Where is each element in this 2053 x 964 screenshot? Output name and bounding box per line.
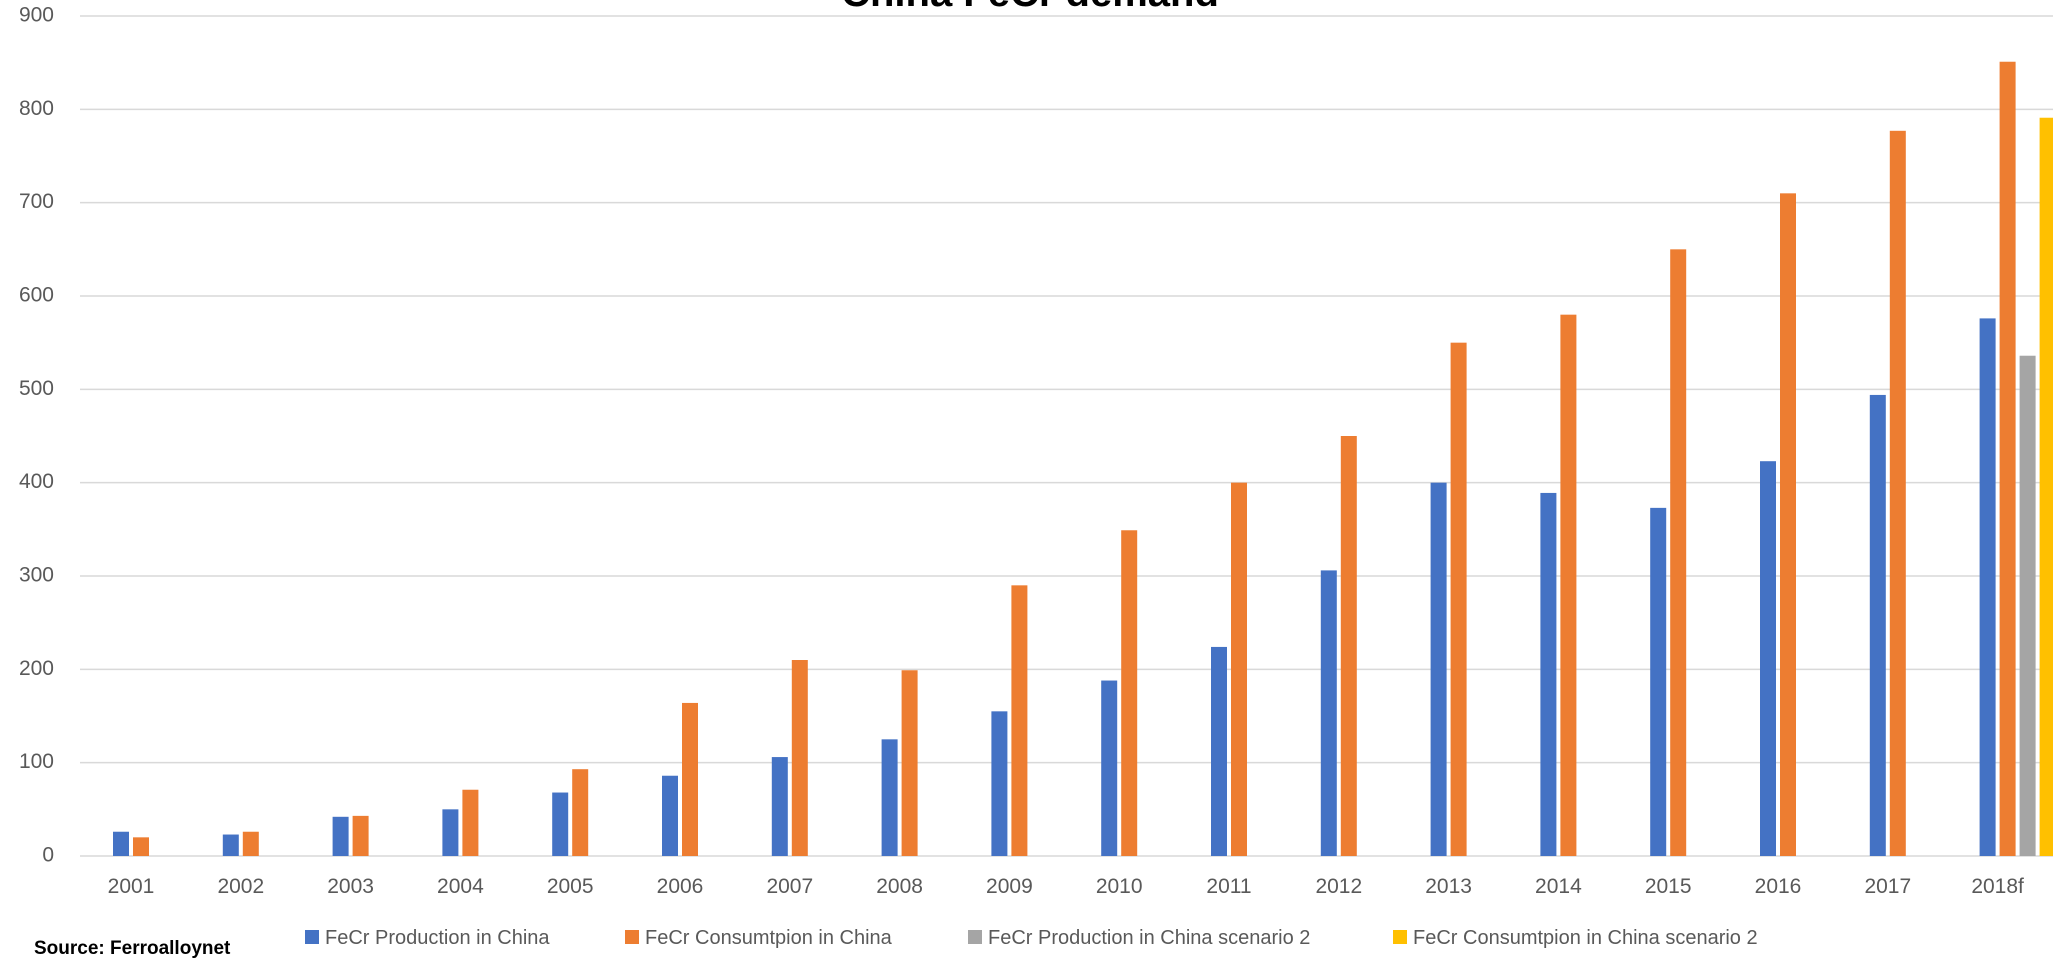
x-tick-label: 2016: [1755, 875, 1802, 898]
bar-2017-series-1: [1869, 394, 1886, 856]
bar-2012-series-2: [1340, 436, 1357, 856]
bar-2003-series-1: [332, 816, 349, 856]
bar-2009-series-2: [1011, 585, 1028, 856]
y-tick-label: 500: [19, 377, 54, 400]
bar-2013-series-1: [1430, 482, 1447, 856]
bar-2018f-series-3: [2019, 355, 2036, 856]
bar-2008-series-2: [901, 670, 918, 856]
bar-2011-series-1: [1211, 646, 1227, 856]
x-tick-label: 2001: [108, 875, 155, 898]
y-tick-label: 800: [19, 97, 54, 120]
x-tick-label: 2004: [437, 875, 484, 898]
x-tick-label: 2012: [1315, 875, 1362, 898]
bar-2007-series-2: [791, 660, 808, 856]
x-tick-label: 2015: [1645, 875, 1692, 898]
bar-2007-series-1: [771, 757, 788, 856]
bar-2006-series-1: [662, 775, 678, 856]
bar-2005-series-1: [552, 792, 569, 856]
y-tick-label: 100: [19, 750, 54, 773]
bar-2003-series-2: [352, 815, 369, 856]
bar-2002-series-2: [242, 831, 259, 856]
legend-swatch-3: [968, 930, 982, 944]
x-tick-label: 2013: [1425, 875, 1472, 898]
y-tick-label: 400: [19, 470, 54, 493]
gridlines: [80, 15, 2053, 857]
legend-swatch-1: [305, 930, 319, 944]
bar-2008-series-1: [881, 739, 898, 856]
y-tick-label: 600: [19, 284, 54, 307]
y-tick-label: 0: [42, 844, 54, 867]
y-tick-label: 700: [19, 190, 54, 213]
x-tick-label: 2018f: [1971, 875, 2024, 898]
x-tick-label: 2009: [986, 875, 1033, 898]
x-axis-ticks: 2001 2002 2003 2004 2005 2006 2007 2008 2009 2010…: [108, 875, 2024, 898]
x-tick-label: 2006: [657, 875, 704, 898]
bars: [113, 61, 2053, 857]
bar-2016-series-1: [1760, 461, 1776, 856]
legend-swatch-2: [625, 930, 639, 944]
bar-2018f-series-4: [2039, 117, 2053, 856]
bar-2016-series-2: [1780, 193, 1796, 857]
bar-2001-series-2: [133, 837, 149, 856]
legend-label-3: FeCr Production in China scenario 2: [988, 927, 1310, 949]
bar-2002-series-1: [222, 834, 239, 856]
legend-label-2: FeCr Consumtpion in China: [645, 927, 893, 949]
y-tick-label: 900: [19, 4, 54, 27]
x-tick-label: 2005: [547, 875, 594, 898]
bar-2005-series-2: [572, 769, 589, 856]
bar-2004-series-1: [442, 809, 459, 856]
legend-label-1: FeCr Production in China: [325, 927, 550, 949]
bar-2015-series-2: [1670, 249, 1687, 857]
x-tick-label: 2008: [876, 875, 923, 898]
bar-2010-series-1: [1101, 680, 1118, 856]
bar-2014-series-1: [1540, 492, 1557, 856]
y-axis-ticks: 0 100 200 300 400 500 600 700 800 900: [19, 4, 54, 867]
x-tick-label: 2003: [327, 875, 374, 898]
x-tick-label: 2011: [1206, 875, 1251, 898]
legend-label-4: FeCr Consumtpion in China scenario 2: [1413, 927, 1758, 949]
bar-2001-series-1: [113, 831, 129, 856]
y-tick-label: 200: [19, 657, 54, 680]
bar-2018f-series-1: [1979, 318, 1996, 856]
x-tick-label: 2007: [766, 875, 813, 898]
bar-2012-series-1: [1320, 570, 1337, 856]
bar-2015-series-1: [1650, 507, 1667, 856]
source-note: Source: Ferroalloynet: [34, 938, 231, 959]
y-tick-label: 300: [19, 564, 54, 587]
legend: FeCr Production in China FeCr Consumtpion…: [305, 927, 1758, 949]
bar-2013-series-2: [1450, 342, 1467, 857]
bar-2014-series-2: [1560, 314, 1577, 857]
x-tick-label: 2002: [217, 875, 264, 898]
bar-2010-series-2: [1121, 530, 1138, 856]
chart-title: China FeCr demand: [841, 0, 1219, 15]
bar-2017-series-2: [1889, 130, 1906, 857]
x-tick-label: 2017: [1864, 875, 1911, 898]
bar-2009-series-1: [991, 711, 1008, 856]
legend-swatch-4: [1393, 930, 1407, 944]
bar-2011-series-2: [1231, 482, 1247, 856]
x-tick-label: 2014: [1535, 875, 1582, 898]
bar-2004-series-2: [462, 789, 479, 856]
bar-2006-series-2: [682, 702, 698, 856]
bar-2018f-series-2: [1999, 61, 2016, 856]
x-tick-label: 2010: [1096, 875, 1143, 898]
